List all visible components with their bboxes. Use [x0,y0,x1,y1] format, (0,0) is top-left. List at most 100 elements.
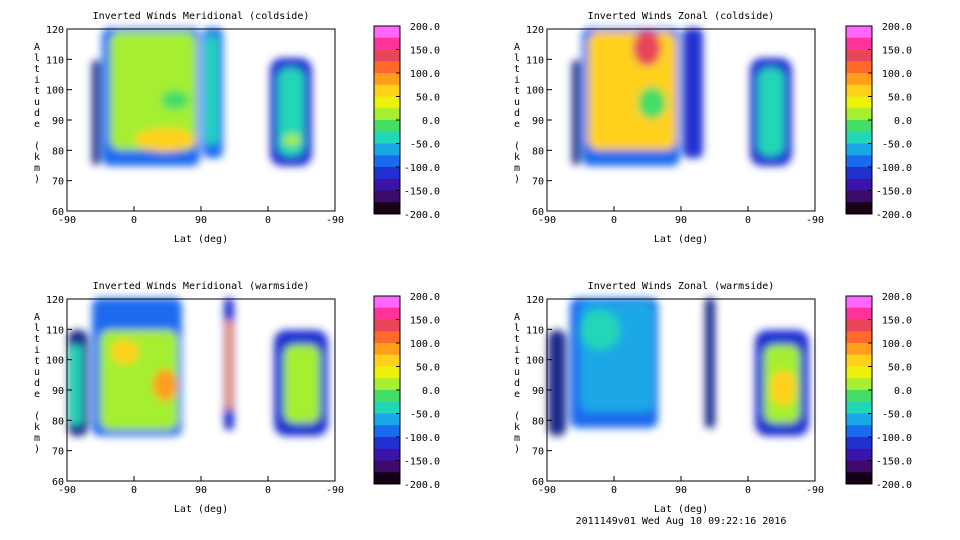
band-main-inner [588,32,676,150]
colorbar-tick-label: 50.0 [416,363,440,374]
colorbar-swatch [374,26,400,39]
y-tick-label: 90 [52,116,64,127]
colorbar-swatch [374,178,400,191]
footer-timestamp: 2011149v01 Wed Aug 10 09:22:16 2016 [576,516,787,527]
colorbar-tick-label: 50.0 [888,363,912,374]
colorbar-tick-label: -150.0 [404,457,440,468]
colorbar-swatch [846,61,872,74]
colorbar-swatch [846,190,872,203]
colorbar-tick-label: 100.0 [882,69,912,80]
y-tick-label: 80 [532,146,544,157]
colorbar: 200.0 150.0 100.0 50.0 0.0 -50.0 -100.0 -150.0 -… [845,22,912,221]
colorbar-swatch [374,131,400,144]
colorbar-tick-label: 50.0 [416,93,440,104]
colorbar-swatch [846,319,872,332]
colorbar-tick-label: -200.0 [876,480,912,491]
colorbar-swatch [374,319,400,332]
panel-zonal-warmside: Inverted Winds Zonal (warmside) 60 70 80 90… [514,281,912,527]
colorbar-swatch [846,120,872,133]
panel-title: Inverted Winds Zonal (warmside) [588,281,775,292]
x-tick-label: -90 [326,215,344,226]
colorbar-swatch [846,37,872,50]
y-tick-label: 120 [46,25,64,36]
colorbar-swatch [374,472,400,485]
colorbar-swatch [374,390,400,403]
y-tick-label: 110 [526,325,544,336]
y-tick-label: 90 [52,386,64,397]
colorbar-swatch [374,84,400,97]
y-tick-label: 60 [52,207,64,218]
colorbar-tick-label: 0.0 [894,116,912,127]
x-tick-label: 0 [745,215,751,226]
colorbar-tick-label: 150.0 [410,316,440,327]
hot-core [633,30,661,66]
band-right-inner [284,345,320,423]
band-left [572,60,580,165]
colorbar-swatch [846,131,872,144]
colorbar-tick-label: 0.0 [422,386,440,397]
colorbar-swatch [374,354,400,367]
colorbar-swatch [846,49,872,62]
band-mid [683,28,703,158]
colorbar-swatch [374,96,400,109]
colorbar-swatch [374,49,400,62]
colorbar-swatch [846,331,872,344]
y-axis-ticks: 60 70 80 90 100 110 120 [46,295,72,488]
contour-field [548,298,809,436]
colorbar-swatch [846,143,872,156]
colorbar-tick-label: -100.0 [876,433,912,444]
band-mid [705,298,715,428]
y-tick-label: 90 [532,386,544,397]
colorbar-tick-label: -50.0 [882,140,912,151]
colorbar-swatch [846,167,872,180]
colorbar-swatch [374,73,400,86]
y-axis-ticks: 60 70 80 90 100 110 120 [526,295,552,488]
x-tick-label: -90 [538,485,556,496]
colorbar-swatch [374,448,400,461]
x-tick-label: 0 [265,485,271,496]
x-tick-label: 0 [131,215,137,226]
green-core [638,87,666,119]
x-tick-label: 0 [611,485,617,496]
x-tick-label: 90 [675,215,687,226]
colorbar-tick-label: -50.0 [882,410,912,421]
x-tick-label: 90 [195,215,207,226]
colorbar-tick-label: -150.0 [876,187,912,198]
colorbar-swatch [846,366,872,379]
x-tick-label: 0 [131,485,137,496]
x-axis-label: Lat (deg) [174,504,228,515]
colorbar: 200.0 150.0 100.0 50.0 0.0 -50.0 -100.0 -150.0 -… [845,292,912,491]
y-tick-label: 70 [532,447,544,458]
colorbar-tick-label: -200.0 [404,480,440,491]
colorbar-tick-label: 100.0 [882,339,912,350]
colorbar-swatch [846,202,872,215]
colorbar-swatch [846,26,872,39]
y-tick-label: 60 [532,477,544,488]
x-tick-label: 90 [675,485,687,496]
y-tick-label: 110 [526,55,544,66]
y-tick-label: 60 [52,477,64,488]
colorbar-tick-label: -200.0 [404,210,440,221]
colorbar-swatch [846,307,872,320]
colorbar-tick-label: -50.0 [410,410,440,421]
colorbar-swatch [846,96,872,109]
band-right-inner [758,68,784,156]
colorbar-swatch [846,413,872,426]
colorbar-swatch [374,120,400,133]
teal-core [580,310,620,350]
colorbar-swatch [846,401,872,414]
colorbar-swatch [374,37,400,50]
x-axis-ticks: -90 0 90 0 -90 [58,476,344,496]
colorbar-tick-label: 0.0 [422,116,440,127]
colorbar-swatch [374,378,400,391]
x-tick-label: -90 [806,485,824,496]
colorbar-swatch [374,155,400,168]
y-tick-label: 70 [532,177,544,188]
warm-region-2 [153,369,177,401]
y-tick-label: 90 [532,116,544,127]
x-tick-label: -90 [58,485,76,496]
y-tick-label: 110 [46,55,64,66]
colorbar-tick-label: 150.0 [882,46,912,57]
colorbar-tick-label: 100.0 [410,69,440,80]
